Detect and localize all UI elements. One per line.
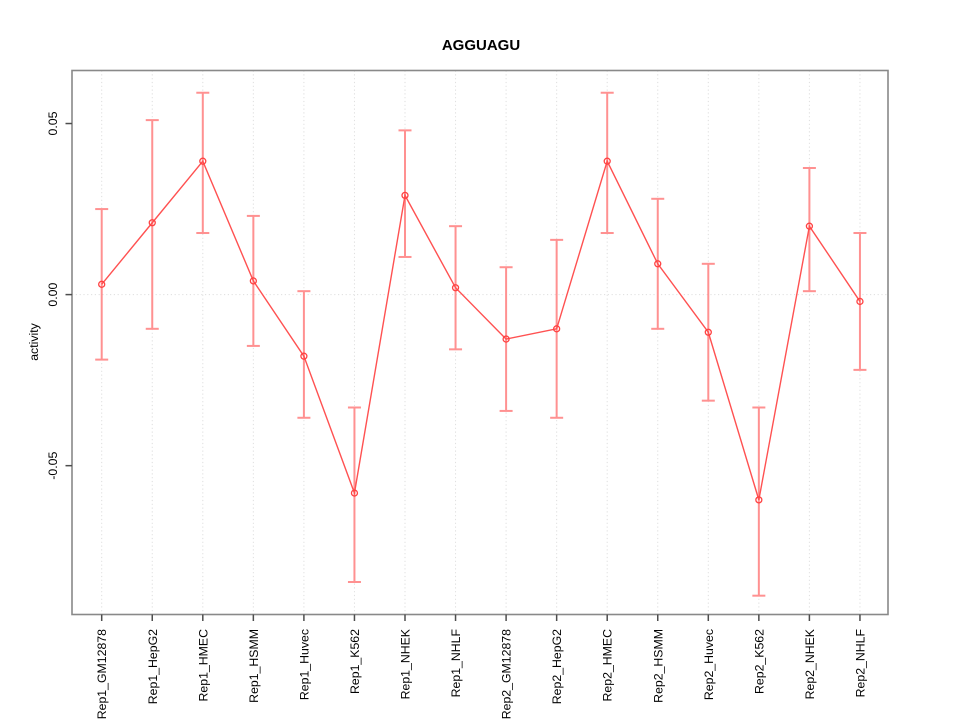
category-tick-label: Rep2_K562: [752, 629, 766, 694]
data-point: [502, 335, 510, 343]
category-tick-label: Rep2_NHEK: [803, 628, 817, 699]
x-axis-tick-labels: Rep1_GM12878 Rep1_HepG2 Rep1_HMEC Rep1_HSMM…: [95, 628, 867, 719]
category-tick-label: Rep2_HepG2: [550, 629, 564, 704]
error-bars: [95, 91, 867, 597]
data-point: [603, 157, 611, 165]
data-point: [451, 284, 460, 292]
y-axis-tick-labels: 0.05 0.00 -0.05: [46, 111, 60, 479]
data-point: [856, 297, 864, 306]
data-point: [300, 352, 308, 360]
category-tick-label: Rep1_Huvec: [297, 629, 311, 700]
y-axis-ticks: [65, 122, 72, 467]
y-tick-label: 0.00: [46, 282, 60, 306]
category-tick-label: Rep2_GM12878: [500, 629, 514, 719]
category-tick-label: Rep2_NHLF: [853, 629, 867, 698]
category-tick-label: Rep1_NHEK: [399, 628, 413, 699]
series-polyline: [101, 159, 861, 501]
category-tick-label: Rep1_GM12878: [95, 629, 109, 719]
y-tick-label: -0.05: [46, 451, 60, 479]
data-points: [98, 157, 864, 504]
category-tick-label: Rep2_HMEC: [601, 629, 615, 702]
data-point: [553, 325, 561, 333]
category-tick-label: Rep1_HMEC: [196, 629, 210, 702]
data-point: [401, 191, 409, 200]
y-axis-label: activity: [27, 322, 41, 360]
gridlines: [72, 70, 888, 615]
x-axis-ticks: [100, 614, 861, 621]
category-tick-label: Rep1_NHLF: [449, 629, 463, 698]
data-point: [199, 157, 207, 165]
chart-title: AGGUAGU: [442, 37, 520, 54]
category-tick-label: Rep1_HepG2: [146, 629, 160, 704]
data-point: [805, 222, 814, 230]
category-tick-label: Rep2_HSMM: [651, 629, 665, 703]
data-point: [148, 219, 156, 227]
data-point: [98, 280, 106, 288]
series-line: [101, 159, 861, 501]
plot-box: [71, 69, 889, 616]
data-point: [654, 260, 662, 268]
category-tick-label: Rep1_HSMM: [247, 629, 261, 703]
category-tick-label: Rep2_Huvec: [702, 629, 716, 700]
y-tick-label: 0.05: [46, 111, 60, 135]
data-point: [249, 277, 258, 285]
category-tick-label: Rep1_K562: [348, 629, 362, 694]
data-point: [704, 328, 712, 336]
data-point: [755, 496, 763, 504]
data-point: [350, 489, 359, 497]
